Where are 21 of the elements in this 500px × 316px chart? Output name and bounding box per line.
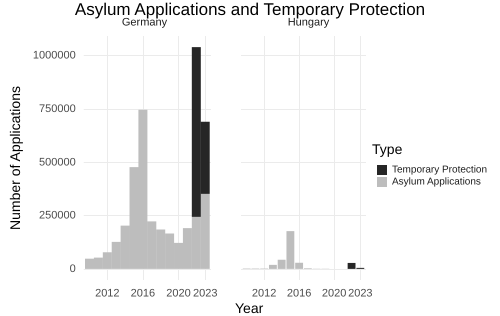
y-tick-label: 0 xyxy=(70,262,76,275)
text: Asylum Applications and Temporary Protection xyxy=(74,0,426,19)
x-axis-title: Year xyxy=(235,300,264,316)
x-tick-label: 2023 xyxy=(348,288,373,300)
x-tick-label: 2020 xyxy=(166,288,191,300)
x-tick-label: 2012 xyxy=(252,288,276,300)
y-axis-title: Number of Applications xyxy=(7,86,23,230)
legend-label: Temporary Protection xyxy=(392,164,488,176)
y-tick-label: 250000 xyxy=(39,210,76,222)
legend-title: Type xyxy=(372,141,403,157)
chart-subtitle: Germany xyxy=(122,16,168,28)
x-tick-label: 2023 xyxy=(192,288,218,300)
x-tick-label: 2012 xyxy=(95,288,120,300)
chart-subtitle: Hungary xyxy=(288,16,330,28)
y-tick-label: 500000 xyxy=(39,156,76,168)
x-tick-label: 2016 xyxy=(130,288,156,300)
y-tick-label: 750000 xyxy=(39,102,76,115)
x-tick-label: 2020 xyxy=(322,288,346,300)
x-tick-label: 2016 xyxy=(286,288,312,300)
legend-label: Asylum Applications xyxy=(392,176,481,188)
y-tick-label: 1000000 xyxy=(32,50,76,62)
